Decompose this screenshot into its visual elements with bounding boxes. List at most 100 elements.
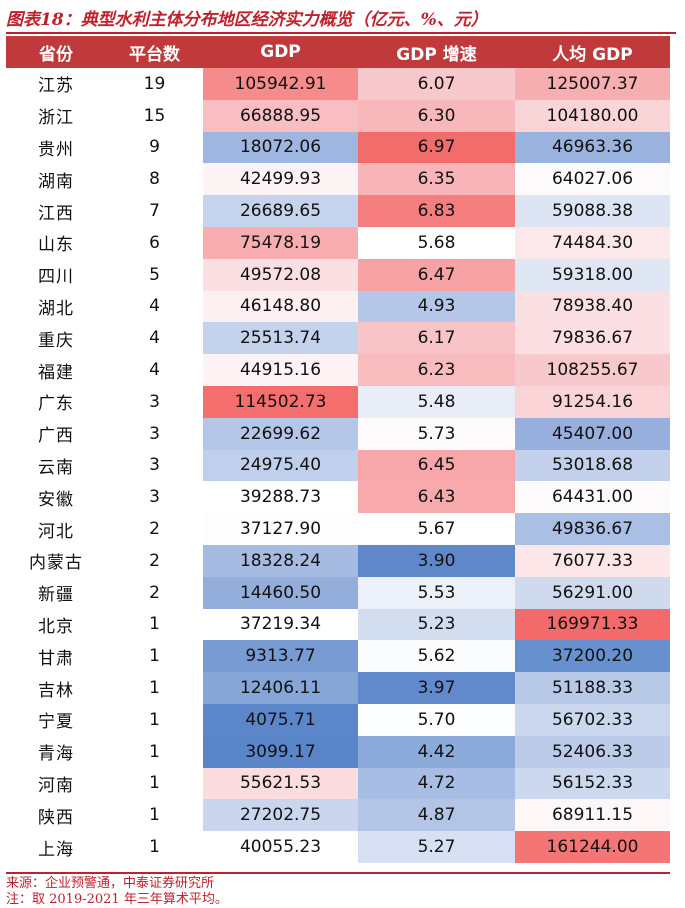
platform-count-cell: 3 <box>149 423 160 444</box>
gdp-per-capita-cell: 52406.33 <box>515 735 670 768</box>
table-row: 贵州 9 18072.06 6.97 46963.36 <box>6 131 670 164</box>
gdp-growth-cell: 3.97 <box>358 672 515 704</box>
table-row: 河南 1 55621.53 4.72 56152.33 <box>6 767 670 800</box>
header-gdp-growth: GDP 增速 <box>358 36 515 68</box>
gdp-per-capita-cell: 49836.67 <box>515 513 670 545</box>
gdp-growth-cell: 6.30 <box>358 99 515 132</box>
province-cell: 河北 <box>38 521 74 542</box>
platform-count-cell: 3 <box>149 487 160 508</box>
gdp-per-capita-cell: 79836.67 <box>515 322 670 355</box>
platform-count-cell: 1 <box>149 646 160 667</box>
header-gdp: GDP <box>203 36 358 68</box>
table-row: 江西 7 26689.65 6.83 59088.38 <box>6 195 670 227</box>
gdp-per-capita-cell: 169971.33 <box>515 608 670 641</box>
province-cell: 浙江 <box>38 108 74 129</box>
gdp-cell: 46148.80 <box>203 290 358 323</box>
province-cell: 广东 <box>38 394 74 415</box>
gdp-growth-cell: 5.27 <box>358 831 515 863</box>
province-cell: 河南 <box>38 775 74 796</box>
gdp-growth-cell: 6.97 <box>358 131 515 164</box>
header-province: 省份 <box>6 36 106 68</box>
province-cell: 内蒙古 <box>29 553 83 574</box>
platform-count-cell: 1 <box>149 741 160 762</box>
province-cell: 安徽 <box>38 489 74 510</box>
table-row: 上海 1 40055.23 5.27 161244.00 <box>6 831 670 863</box>
platform-count-cell: 2 <box>149 519 160 540</box>
gdp-growth-cell: 5.23 <box>358 608 515 641</box>
gdp-per-capita-cell: 46963.36 <box>515 131 670 164</box>
gdp-growth-cell: 4.93 <box>358 290 515 323</box>
platform-count-cell: 4 <box>149 296 160 317</box>
source-note: 来源：企业预警通，中泰证券研究所 <box>6 876 215 891</box>
gdp-cell: 18072.06 <box>203 131 358 164</box>
gdp-cell: 12406.11 <box>203 672 358 704</box>
gdp-cell: 39288.73 <box>203 481 358 514</box>
table-row: 江苏 19 105942.91 6.07 125007.37 <box>6 68 670 100</box>
province-cell: 湖北 <box>38 298 74 319</box>
table-row: 河北 2 37127.90 5.67 49836.67 <box>6 513 670 545</box>
gdp-cell: 18328.24 <box>203 544 358 577</box>
table-row: 福建 4 44915.16 6.23 108255.67 <box>6 354 670 386</box>
table-row: 山东 6 75478.19 5.68 74484.30 <box>6 226 670 259</box>
gdp-growth-cell: 5.48 <box>358 385 515 418</box>
gdp-growth-cell: 5.70 <box>358 703 515 736</box>
gdp-cell: 14460.50 <box>203 576 358 609</box>
province-cell: 四川 <box>38 267 74 288</box>
gdp-per-capita-cell: 59318.00 <box>515 258 670 291</box>
province-cell: 江西 <box>38 203 74 224</box>
province-cell: 云南 <box>38 457 74 478</box>
gdp-per-capita-cell: 56702.33 <box>515 703 670 736</box>
gdp-per-capita-cell: 91254.16 <box>515 385 670 418</box>
gdp-per-capita-cell: 37200.20 <box>515 640 670 673</box>
gdp-per-capita-cell: 76077.33 <box>515 544 670 577</box>
gdp-cell: 4075.71 <box>203 703 358 736</box>
table-row: 安徽 3 39288.73 6.43 64431.00 <box>6 481 670 514</box>
province-cell: 宁夏 <box>38 712 74 733</box>
table-row: 内蒙古 2 18328.24 3.90 76077.33 <box>6 544 670 577</box>
footer-notes: 来源：企业预警通，中泰证券研究所 注：取 2019-2021 年三年算术平均。 <box>6 872 670 908</box>
platform-count-cell: 4 <box>149 360 160 381</box>
province-cell: 上海 <box>38 839 74 860</box>
gdp-per-capita-cell: 74484.30 <box>515 226 670 259</box>
table-row: 浙江 15 66888.95 6.30 104180.00 <box>6 99 670 132</box>
gdp-growth-cell: 4.42 <box>358 735 515 768</box>
platform-count-cell: 1 <box>149 614 160 635</box>
table-row: 广东 3 114502.73 5.48 91254.16 <box>6 385 670 418</box>
gdp-growth-cell: 6.83 <box>358 195 515 227</box>
platform-count-cell: 9 <box>149 137 160 158</box>
province-cell: 湖南 <box>38 171 74 192</box>
table-row: 四川 5 49572.08 6.47 59318.00 <box>6 258 670 291</box>
gdp-growth-cell: 6.45 <box>358 449 515 482</box>
platform-count-cell: 2 <box>149 550 160 571</box>
province-cell: 北京 <box>38 616 74 637</box>
gdp-cell: 75478.19 <box>203 226 358 259</box>
table-row: 北京 1 37219.34 5.23 169971.33 <box>6 608 670 641</box>
gdp-per-capita-cell: 56291.00 <box>515 576 670 609</box>
province-cell: 甘肃 <box>38 648 74 669</box>
gdp-growth-cell: 5.67 <box>358 513 515 545</box>
gdp-per-capita-cell: 53018.68 <box>515 449 670 482</box>
table-row: 吉林 1 12406.11 3.97 51188.33 <box>6 672 670 704</box>
platform-count-cell: 1 <box>149 773 160 794</box>
table-row: 陕西 1 27202.75 4.87 68911.15 <box>6 799 670 832</box>
gdp-growth-cell: 6.07 <box>358 68 515 100</box>
gdp-cell: 3099.17 <box>203 735 358 768</box>
platform-count-cell: 3 <box>149 391 160 412</box>
gdp-growth-cell: 6.35 <box>358 163 515 196</box>
table-row: 湖北 4 46148.80 4.93 78938.40 <box>6 290 670 323</box>
gdp-cell: 26689.65 <box>203 195 358 227</box>
platform-count-cell: 1 <box>149 678 160 699</box>
gdp-growth-cell: 5.62 <box>358 640 515 673</box>
gdp-growth-cell: 6.43 <box>358 481 515 514</box>
gdp-per-capita-cell: 64431.00 <box>515 481 670 514</box>
province-cell: 陕西 <box>38 807 74 828</box>
platform-count-cell: 8 <box>149 169 160 190</box>
gdp-growth-cell: 5.68 <box>358 226 515 259</box>
gdp-cell: 37219.34 <box>203 608 358 641</box>
gdp-growth-cell: 4.72 <box>358 767 515 800</box>
province-cell: 吉林 <box>38 680 74 701</box>
table-row: 新疆 2 14460.50 5.53 56291.00 <box>6 576 670 609</box>
gdp-growth-cell: 6.47 <box>358 258 515 291</box>
table-row: 广西 3 22699.62 5.73 45407.00 <box>6 417 670 450</box>
platform-count-cell: 1 <box>149 837 160 858</box>
